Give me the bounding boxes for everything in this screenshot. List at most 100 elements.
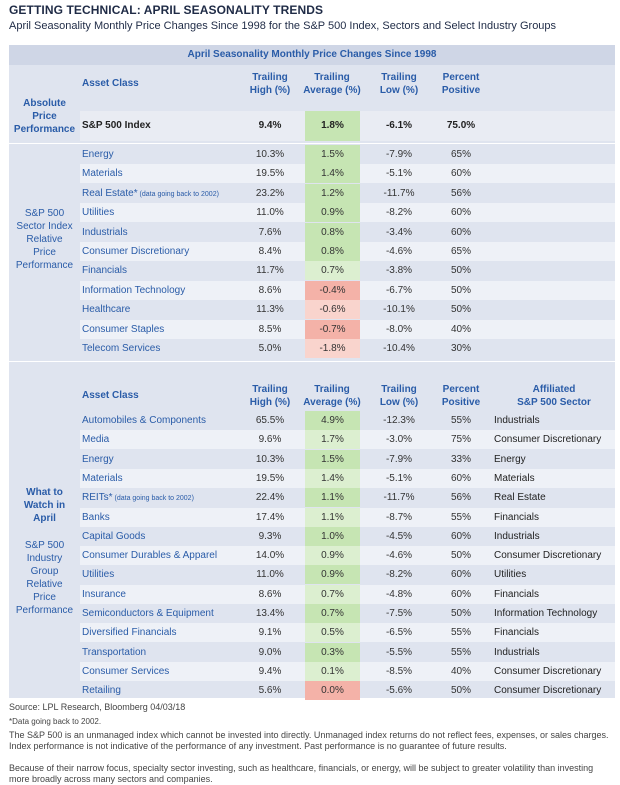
footer-note-1: *Data going back to 2002. bbox=[9, 717, 102, 726]
header-asset-class: Asset Class bbox=[82, 78, 139, 89]
asset-name: Consumer Discretionary bbox=[82, 246, 190, 257]
table-row: Media 9.6% 1.7% -3.0% 75% Consumer Discretion… bbox=[80, 430, 615, 450]
high-value: 22.4% bbox=[255, 492, 285, 504]
low-value: -4.5% bbox=[385, 530, 413, 542]
divider bbox=[9, 143, 615, 144]
low-value: -5.1% bbox=[385, 168, 413, 180]
avg-value: 0.0% bbox=[321, 685, 344, 697]
high-value: 9.6% bbox=[258, 434, 282, 446]
pct-value: 40% bbox=[450, 323, 471, 335]
high-value: 8.6% bbox=[258, 284, 282, 296]
pct-value: 60% bbox=[450, 168, 471, 180]
pct-value: 65% bbox=[450, 149, 471, 160]
asset-name: Consumer Staples bbox=[82, 323, 165, 335]
average-shade bbox=[305, 488, 360, 508]
avg-value: 1.7% bbox=[321, 434, 344, 446]
asset-name: Energy bbox=[82, 453, 114, 465]
asset-name: Consumer Services bbox=[82, 665, 170, 677]
asset-name: Media bbox=[82, 434, 110, 446]
table-row: Telecom Services 5.0% -1.8% -10.4% 30% bbox=[80, 339, 615, 358]
pct-value: 50% bbox=[450, 265, 471, 277]
avg-value: 1.4% bbox=[321, 472, 344, 484]
divider bbox=[9, 361, 615, 362]
pct-value: 40% bbox=[450, 665, 471, 677]
header-trailing-average: Trailing Average (%) bbox=[303, 72, 361, 96]
average-shade bbox=[305, 468, 360, 488]
asset-name: Diversified Financials bbox=[82, 627, 177, 639]
table-row: Diversified Financials 9.1% 0.5% -6.5% 55% Fi… bbox=[80, 623, 615, 643]
high-value: 9.3% bbox=[258, 530, 282, 542]
low-value: -6.5% bbox=[385, 627, 413, 639]
asset-name: Telecom Services bbox=[82, 343, 161, 354]
high-value: 65.5% bbox=[255, 415, 285, 426]
footer-note-2: The S&P 500 is an unmanaged index which … bbox=[9, 730, 609, 751]
high-value: 7.6% bbox=[258, 226, 282, 238]
low-value: -8.5% bbox=[385, 665, 413, 677]
low-value: -6.1% bbox=[385, 120, 413, 131]
avg-value: 1.5% bbox=[321, 453, 344, 465]
pct-value: 55% bbox=[450, 627, 471, 639]
seasonality-table: April Seasonality Monthly Price Changes … bbox=[9, 45, 615, 701]
avg-value: 1.5% bbox=[321, 149, 344, 160]
average-shade bbox=[305, 623, 360, 643]
asset-name: Semiconductors & Equipment bbox=[82, 608, 214, 619]
table-row: Banks 17.4% 1.1% -8.7% 55% Financials bbox=[80, 507, 615, 527]
low-value: -3.0% bbox=[385, 434, 413, 446]
asset-name: REITs* (data going back to 2002) bbox=[82, 492, 194, 504]
pct-value: 56% bbox=[450, 492, 471, 504]
affiliated-sector: Consumer Discretionary bbox=[494, 665, 602, 677]
low-value: -11.7% bbox=[383, 187, 415, 199]
table-row: Consumer Services 9.4% 0.1% -8.5% 40% Consume… bbox=[80, 661, 615, 681]
low-value: -5.6% bbox=[385, 685, 413, 697]
pct-value: 55% bbox=[450, 415, 471, 426]
asset-name: Consumer Durables & Apparel bbox=[82, 550, 218, 562]
low-value: -4.8% bbox=[385, 588, 413, 600]
low-value: -3.8% bbox=[385, 265, 413, 277]
low-value: -10.4% bbox=[383, 343, 415, 354]
pct-value: 55% bbox=[450, 511, 471, 523]
side-label-sectors: S&P 500 Sector Index Relative Price Performa… bbox=[15, 208, 74, 271]
average-shade bbox=[305, 145, 360, 164]
average-shade bbox=[305, 430, 360, 450]
asset-name: Materials bbox=[82, 168, 123, 180]
asset-name: Utilities bbox=[82, 569, 115, 581]
high-value: 19.5% bbox=[255, 168, 285, 180]
high-value: 8.4% bbox=[258, 246, 282, 257]
header-percent-positive: Percent Positive bbox=[441, 72, 481, 96]
high-value: 11.0% bbox=[256, 207, 284, 219]
asset-name: S&P 500 Index bbox=[82, 120, 151, 131]
avg-value: 0.8% bbox=[321, 226, 344, 238]
average-shade bbox=[305, 411, 360, 430]
table-row: Healthcare 11.3% -0.6% -10.1% 50% bbox=[80, 300, 615, 320]
asset-name: Transportation bbox=[82, 646, 147, 658]
high-value: 9.0% bbox=[258, 646, 282, 658]
pct-value: 30% bbox=[450, 343, 471, 354]
table-row: Energy 10.3% 1.5% -7.9% 65% bbox=[80, 145, 615, 164]
low-value: -12.3% bbox=[383, 415, 415, 426]
table-row: Consumer Discretionary 8.4% 0.8% -4.6% 65% bbox=[80, 242, 615, 261]
average-shade bbox=[305, 507, 360, 527]
low-value: -6.7% bbox=[385, 284, 413, 296]
affiliated-sector: Industrials bbox=[494, 415, 540, 426]
pct-value: 33% bbox=[450, 453, 471, 465]
table-row: Semiconductors & Equipment 13.4% 0.7% -7.5%… bbox=[80, 604, 615, 623]
average-shade bbox=[305, 300, 360, 320]
asset-name: Materials bbox=[82, 472, 123, 484]
table-row: Consumer Durables & Apparel 14.0% 0.9% -4.6… bbox=[80, 546, 615, 566]
table-row: Utilities 11.0% 0.9% -8.2% 60% Utilities bbox=[80, 565, 615, 585]
pct-value: 60% bbox=[450, 588, 471, 600]
average-shade bbox=[305, 584, 360, 604]
footer-note-3: Because of their narrow focus, specialty… bbox=[9, 763, 594, 784]
average-shade bbox=[305, 111, 360, 141]
affiliated-sector: Materials bbox=[494, 472, 535, 484]
asset-name: Industrials bbox=[82, 226, 128, 238]
avg-value: 0.3% bbox=[321, 646, 344, 658]
pct-value: 50% bbox=[450, 685, 471, 697]
asset-name: Healthcare bbox=[82, 304, 131, 316]
low-value: -8.2% bbox=[385, 207, 413, 219]
low-value: -3.4% bbox=[385, 226, 413, 238]
affiliated-sector: Consumer Discretionary bbox=[494, 685, 602, 697]
header-percent-positive-2: Percent Positive bbox=[441, 384, 481, 408]
low-value: -7.5% bbox=[385, 608, 413, 619]
asset-name: Automobiles & Components bbox=[82, 415, 206, 426]
